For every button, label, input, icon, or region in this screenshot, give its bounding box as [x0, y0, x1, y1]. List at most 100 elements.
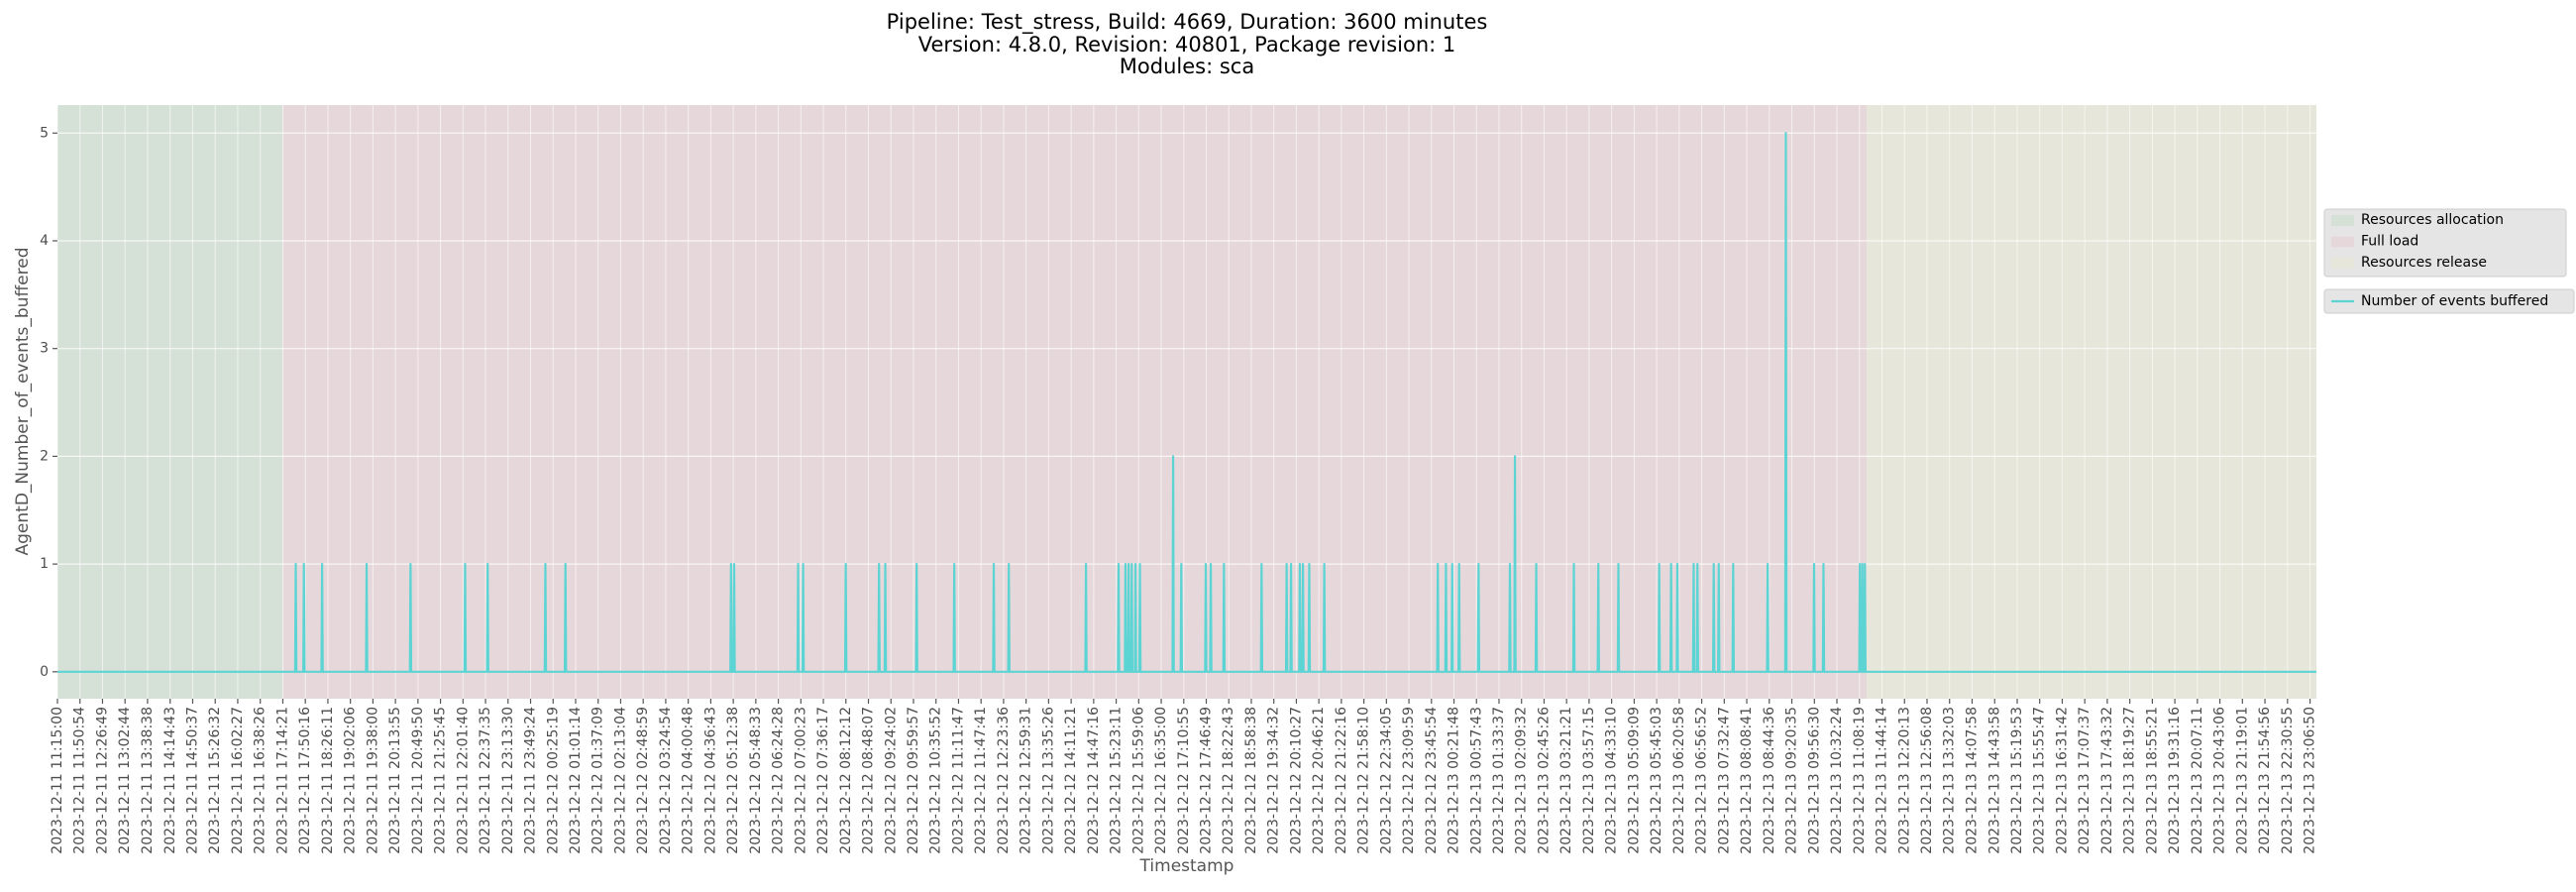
- x-tick-label: 2023-12-12 04:36:43: [702, 707, 718, 854]
- chart-title: Version: 4.8.0, Revision: 40801, Package…: [918, 33, 1456, 56]
- x-tick-label: 2023-12-12 12:23:36: [996, 707, 1012, 854]
- x-tick-label: 2023-12-13 02:09:32: [1514, 707, 1530, 854]
- x-tick-label: 2023-12-13 06:20:58: [1671, 707, 1687, 854]
- x-tick-label: 2023-12-11 14:50:37: [184, 707, 200, 854]
- y-tick-label: 1: [40, 556, 49, 572]
- x-tick-label: 2023-12-11 17:50:16: [297, 707, 313, 854]
- x-tick-label: 2023-12-13 21:19:01: [2234, 707, 2250, 854]
- spans: [57, 105, 2316, 699]
- x-tick-label: 2023-12-13 15:55:47: [2032, 707, 2048, 854]
- x-tick-label: 2023-12-13 01:33:37: [1491, 707, 1507, 854]
- x-tick-label: 2023-12-13 19:31:16: [2167, 707, 2183, 854]
- x-tick-label: 2023-12-11 19:02:06: [343, 707, 359, 854]
- x-tick-label: 2023-12-12 23:45:54: [1424, 707, 1440, 854]
- x-tick-label: 2023-12-12 11:47:41: [973, 707, 989, 854]
- x-tick-label: 2023-12-13 20:07:11: [2190, 707, 2205, 854]
- y-tick-label: 2: [40, 448, 49, 464]
- y-axis-title: AgentD_Number_of_events_buffered: [13, 248, 33, 556]
- x-tick-label: 2023-12-13 23:06:50: [2303, 707, 2318, 854]
- x-tick-label: 2023-12-12 00:25:19: [545, 707, 561, 854]
- x-tick-label: 2023-12-13 04:33:10: [1604, 707, 1620, 854]
- x-tick-label: 2023-12-12 09:24:02: [883, 707, 899, 854]
- legend-label: Full load: [2361, 234, 2418, 250]
- x-tick-label: 2023-12-12 18:58:38: [1243, 707, 1259, 854]
- x-tick-label: 2023-12-12 02:13:04: [612, 707, 628, 854]
- x-tick-label: 2023-12-11 22:01:40: [455, 707, 471, 854]
- x-tick-label: 2023-12-13 21:54:56: [2257, 707, 2273, 854]
- x-tick-label: 2023-12-11 19:38:00: [365, 707, 380, 854]
- x-tick-label: 2023-12-12 18:22:43: [1221, 707, 1236, 854]
- chart-title: Modules: sca: [1120, 55, 1254, 78]
- legend-box: [2323, 208, 2567, 278]
- x-tick-label: 2023-12-13 13:32:03: [1942, 707, 1958, 854]
- legend-swatch: [2331, 258, 2354, 269]
- x-tick-label: 2023-12-13 09:20:35: [1784, 707, 1800, 854]
- x-tick-label: 2023-12-13 18:19:27: [2122, 707, 2138, 854]
- x-tick-label: 2023-12-13 00:21:48: [1447, 707, 1462, 854]
- y-tick-label: 3: [40, 341, 49, 357]
- x-tick-label: 2023-12-11 17:14:21: [274, 707, 290, 854]
- x-tick-label: 2023-12-13 02:45:26: [1536, 707, 1552, 854]
- x-tick-label: 2023-12-12 21:22:16: [1334, 707, 1349, 854]
- x-tick-label: 2023-12-13 03:57:15: [1581, 707, 1597, 854]
- x-tick-label: 2023-12-12 13:35:26: [1040, 707, 1056, 854]
- chart-title: Pipeline: Test_stress, Build: 4669, Dura…: [887, 10, 1488, 35]
- x-tick-label: 2023-12-12 23:09:59: [1401, 707, 1417, 854]
- x-tick-label: 2023-12-13 10:32:24: [1829, 707, 1845, 854]
- y-tick-label: 0: [40, 664, 49, 680]
- x-tick-label: 2023-12-13 22:30:55: [2280, 707, 2296, 854]
- x-tick-label: 2023-12-11 21:25:45: [433, 707, 449, 854]
- x-tick-label: 2023-12-12 01:01:14: [568, 707, 584, 854]
- x-tick-label: 2023-12-12 01:37:09: [590, 707, 606, 854]
- x-tick-label: 2023-12-12 02:48:59: [635, 707, 651, 854]
- x-tick-label: 2023-12-11 23:49:24: [523, 707, 539, 854]
- x-tick-label: 2023-12-13 11:44:14: [1874, 707, 1889, 854]
- x-tick-label: 2023-12-11 23:13:30: [500, 707, 516, 854]
- y-tick-label: 5: [40, 125, 49, 141]
- legend-label: Resources allocation: [2361, 212, 2504, 228]
- x-tick-label: 2023-12-12 19:34:32: [1266, 707, 1282, 854]
- x-tick-label: 2023-12-13 17:43:32: [2099, 707, 2115, 854]
- x-tick-label: 2023-12-12 11:11:47: [950, 707, 966, 854]
- series-line: [57, 132, 2316, 673]
- grid: [56, 105, 2316, 699]
- legend-swatch: [2331, 236, 2354, 248]
- x-tick-label: 2023-12-12 09:59:57: [906, 707, 921, 854]
- x-tick-label: 2023-12-12 10:35:52: [928, 707, 944, 854]
- x-tick-label: 2023-12-12 08:48:07: [861, 707, 877, 854]
- x-tick-label: 2023-12-13 12:56:08: [1919, 707, 1935, 854]
- axes: 0 1 2 3 4 5 2023-12-11 11:15:00 2023-12-11 11:5…: [40, 125, 2317, 853]
- x-tick-label: 2023-12-11 18:26:11: [320, 707, 336, 854]
- x-tick-label: 2023-12-12 03:24:54: [658, 707, 674, 854]
- x-tick-label: 2023-12-12 21:58:10: [1356, 707, 1372, 854]
- x-tick-label: 2023-12-11 14:14:43: [162, 707, 178, 854]
- x-tick-label: 2023-12-12 05:12:38: [725, 707, 741, 854]
- x-tick-label: 2023-12-12 04:00:48: [681, 707, 697, 854]
- x-axis-title: Timestamp: [1139, 856, 1234, 876]
- x-tick-label: 2023-12-12 12:59:31: [1019, 707, 1034, 854]
- legend-label: Number of events buffered: [2361, 293, 2548, 309]
- x-tick-label: 2023-12-11 11:50:54: [72, 707, 88, 854]
- x-tick-label: 2023-12-12 14:11:21: [1063, 707, 1079, 854]
- legend-box: [2323, 288, 2575, 314]
- x-tick-label: 2023-12-13 11:08:19: [1852, 707, 1868, 854]
- x-tick-label: 2023-12-13 08:44:36: [1762, 707, 1777, 854]
- x-tick-label: 2023-12-13 00:57:43: [1468, 707, 1484, 854]
- legend-label: Resources release: [2361, 255, 2487, 271]
- x-tick-label: 2023-12-12 22:34:05: [1378, 707, 1394, 854]
- x-tick-label: 2023-12-12 20:46:21: [1311, 707, 1327, 854]
- x-tick-label: 2023-12-12 08:12:12: [838, 707, 854, 854]
- x-tick-label: 2023-12-13 12:20:13: [1896, 707, 1912, 854]
- x-tick-label: 2023-12-11 20:13:55: [387, 707, 403, 854]
- x-tick-label: 2023-12-13 07:32:47: [1716, 707, 1732, 854]
- legend: Resources allocation Full load Resources r…: [2323, 208, 2575, 314]
- x-tick-label: 2023-12-12 07:36:17: [815, 707, 831, 854]
- x-tick-label: 2023-12-13 18:55:21: [2144, 707, 2160, 854]
- x-tick-label: 2023-12-13 09:56:30: [1806, 707, 1822, 854]
- x-tick-label: 2023-12-11 15:26:32: [207, 707, 223, 854]
- x-tick-label: 2023-12-11 16:38:26: [253, 707, 268, 854]
- legend-swatch: [2331, 215, 2354, 226]
- x-tick-label: 2023-12-12 16:35:00: [1153, 707, 1169, 854]
- phase-span: [282, 105, 1868, 699]
- x-tick-label: 2023-12-12 05:48:33: [748, 707, 764, 854]
